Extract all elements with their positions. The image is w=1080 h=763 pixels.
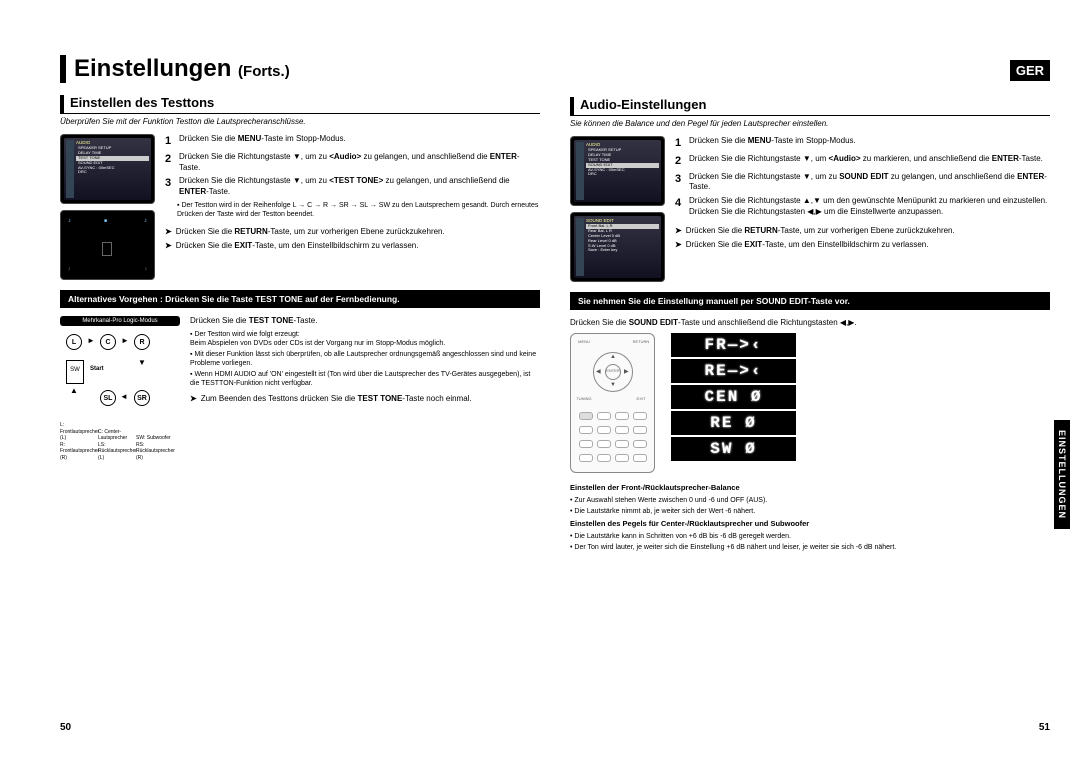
lcd-display-stack: FR—>‹RE—>‹CEN ØRE ØSW Ø <box>671 333 796 473</box>
footnotes: Einstellen der Front-/Rücklautsprecher-B… <box>570 483 1050 553</box>
foot-l3: Die Lautstärke kann in Schritten von +6 … <box>570 532 1050 542</box>
note: Der Testton wird in der Reihenfolge L → … <box>177 201 540 219</box>
stop-test-tone: Zum Beenden des Testtons drücken Sie die… <box>201 394 472 405</box>
start-label: Start <box>90 366 104 372</box>
speaker-R-icon: R <box>134 334 150 350</box>
arrow-icon: ➤ <box>675 226 682 237</box>
language-badge: GER <box>1010 60 1050 81</box>
arrow-icon: ➤ <box>675 240 682 251</box>
step-number: 2 <box>675 154 685 169</box>
alt-method-bar: Alternatives Vorgehen : Drücken Sie die … <box>60 290 540 308</box>
speaker-L-icon: L <box>66 334 82 350</box>
arrow-text: Drücken Sie die RETURN-Taste, um zur vor… <box>176 227 445 238</box>
step-number: 1 <box>675 136 685 151</box>
step-text: Drücken Sie die Richtungstaste ▼, um zu … <box>179 152 540 174</box>
page-number-right: 51 <box>1039 722 1050 733</box>
remote-control-diagram: MENU RETURN ▲ ▼ ◀ ▶ ENTER TUNING EXIT <box>570 333 655 473</box>
step-number: 3 <box>675 172 685 194</box>
step-number: 3 <box>165 176 175 198</box>
sound-edit-bar: Sie nehmen Sie die Einstellung manuell p… <box>570 292 1050 310</box>
step-text: Drücken Sie die MENU-Taste im Stopp-Modu… <box>179 134 346 149</box>
chapter-cont: (Forts.) <box>238 63 290 80</box>
arrow-icon: ➤ <box>165 227 172 238</box>
speaker-diagram: Mehrkanal-Pro Logic-Modus L ► C ► R SW S… <box>60 316 180 461</box>
step-text: Drücken Sie die MENU-Taste im Stopp-Modu… <box>689 136 856 151</box>
arrow-text: Drücken Sie die EXIT-Taste, um den Einst… <box>176 241 419 252</box>
tv-screen-speaker-layout: ♪ ♪ ■ ♪ ♪ <box>60 210 155 280</box>
step-number: 1 <box>165 134 175 149</box>
foot-l1: Zur Auswahl stehen Werte zwischen 0 und … <box>570 496 1050 506</box>
step-text: Drücken Sie die Richtungstaste ▼, um <Au… <box>689 154 1043 169</box>
page-left: Einstellungen (Forts.) Einstellen des Te… <box>60 55 540 743</box>
step-text: Drücken Sie die Richtungstaste ▲,▼ um de… <box>689 196 1050 218</box>
plm-mode-label: Mehrkanal-Pro Logic-Modus <box>60 316 180 326</box>
tv-screen-audio-menu: AUDIO SPEAKER SETUPDELAY TIMETEST TONESO… <box>570 136 665 206</box>
page-number-left: 50 <box>60 722 71 733</box>
foot-l2: Die Lautstärke nimmt ab, je weiter sich … <box>570 507 1050 517</box>
chapter-main: Einstellungen <box>74 55 231 82</box>
foot-h2: Einstellen des Pegels für Center-/Rückla… <box>570 519 1050 530</box>
speaker-C-icon: C <box>100 334 116 350</box>
sound-edit-lead: Drücken Sie die SOUND EDIT-Taste und ans… <box>570 318 1050 327</box>
step-number: 4 <box>675 196 685 218</box>
subtitle-right: Sie können die Balance und den Pegel für… <box>570 119 1050 128</box>
page-right: GER Audio-Einstellungen Sie können die B… <box>570 55 1050 743</box>
speaker-SL-icon: SL <box>100 390 116 406</box>
section-title-right: Audio-Einstellungen <box>570 97 1050 116</box>
step-text: Drücken Sie die Richtungstaste ▼, um zu … <box>179 176 540 198</box>
step-text: Drücken Sie die Richtungstaste ▼, um zu … <box>689 172 1050 194</box>
section-title-left: Einstellen des Testtons <box>60 95 540 114</box>
side-tab: EINSTELLUNGEN <box>1054 420 1070 529</box>
arrow-text: Drücken Sie die EXIT-Taste, um den Einst… <box>686 240 929 251</box>
arrow-icon: ➤ <box>190 394 197 405</box>
step-number: 2 <box>165 152 175 174</box>
test-tone-lead: Drücken Sie die TEST TONE-Taste. <box>190 316 317 327</box>
arrow-icon: ➤ <box>165 241 172 252</box>
chapter-title: Einstellungen (Forts.) <box>74 55 290 83</box>
tv-screen-sound-edit: SOUND EDIT Front Bal. L RRear Bal. L RCe… <box>570 212 665 282</box>
subtitle-left: Überprüfen Sie mit der Funktion Testton … <box>60 117 540 126</box>
arrow-text: Drücken Sie die RETURN-Taste, um zur vor… <box>686 226 955 237</box>
tv-screen-menu: AUDIO SPEAKER SETUPDELAY TIMETEST TONESO… <box>60 134 155 204</box>
speaker-SW-icon: SW <box>66 360 84 384</box>
speaker-SR-icon: SR <box>134 390 150 406</box>
foot-l4: Der Ton wird lauter, je weiter sich die … <box>570 543 1050 553</box>
foot-h1: Einstellen der Front-/Rücklautsprecher-B… <box>570 483 1050 494</box>
